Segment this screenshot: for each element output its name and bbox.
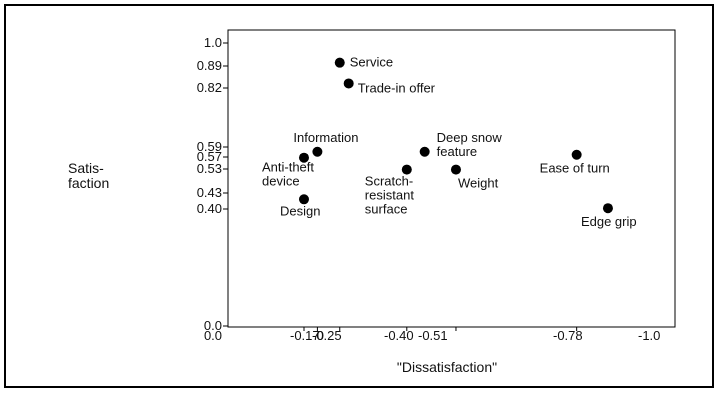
data-point [343, 78, 354, 89]
x-tick-label: 0 [317, 328, 324, 343]
y-tick-label: 0.82 [197, 80, 222, 95]
point-label: Design [280, 203, 320, 218]
x-tick-label: -0.25 [312, 328, 342, 343]
data-point [450, 164, 461, 175]
data-point [298, 194, 309, 205]
y-axis-title: faction [68, 175, 109, 191]
data-point [419, 146, 430, 157]
y-tick-label: 0.0 [204, 318, 222, 333]
x-tick-label: -0.40 [384, 328, 414, 343]
y-tick-label: 0.53 [197, 161, 222, 176]
point-label: Information [293, 130, 358, 145]
x-tick-label: -1.0 [638, 328, 660, 343]
y-tick-label: 0.57 [197, 149, 222, 164]
x-tick-label: -0.51 [418, 328, 448, 343]
x-axis-title: "Dissatisfaction" [397, 359, 497, 375]
y-tick-label: 0.43 [197, 185, 222, 200]
data-point [571, 149, 582, 160]
point-label: Service [350, 55, 393, 70]
plot-area [227, 29, 676, 328]
y-tick-label: 0.40 [197, 201, 222, 216]
data-point [298, 152, 309, 163]
point-label: Scratch-resistant surface [365, 174, 415, 217]
point-label: Trade-in offer [358, 80, 436, 95]
data-point [312, 146, 323, 157]
x-tick-label: 0.0 [204, 328, 222, 343]
x-tick-label: -0.17 [290, 328, 320, 343]
data-point [401, 164, 412, 175]
x-tick-label: -0.78 [553, 328, 583, 343]
point-label: Edge grip [581, 214, 637, 229]
point-label: Weight [458, 176, 499, 191]
y-tick-label: 1.0 [204, 35, 222, 50]
y-tick-label: 0.89 [197, 58, 222, 73]
point-label: Ease of turn [540, 161, 610, 176]
data-point [602, 203, 613, 214]
y-axis-title: Satis- [68, 160, 104, 176]
point-label: Anti-theft device [262, 160, 314, 189]
point-label: Deep snow feature [437, 130, 503, 159]
chart-frame [4, 4, 714, 388]
data-point [334, 57, 345, 68]
y-tick-label: 0.59 [197, 139, 222, 154]
